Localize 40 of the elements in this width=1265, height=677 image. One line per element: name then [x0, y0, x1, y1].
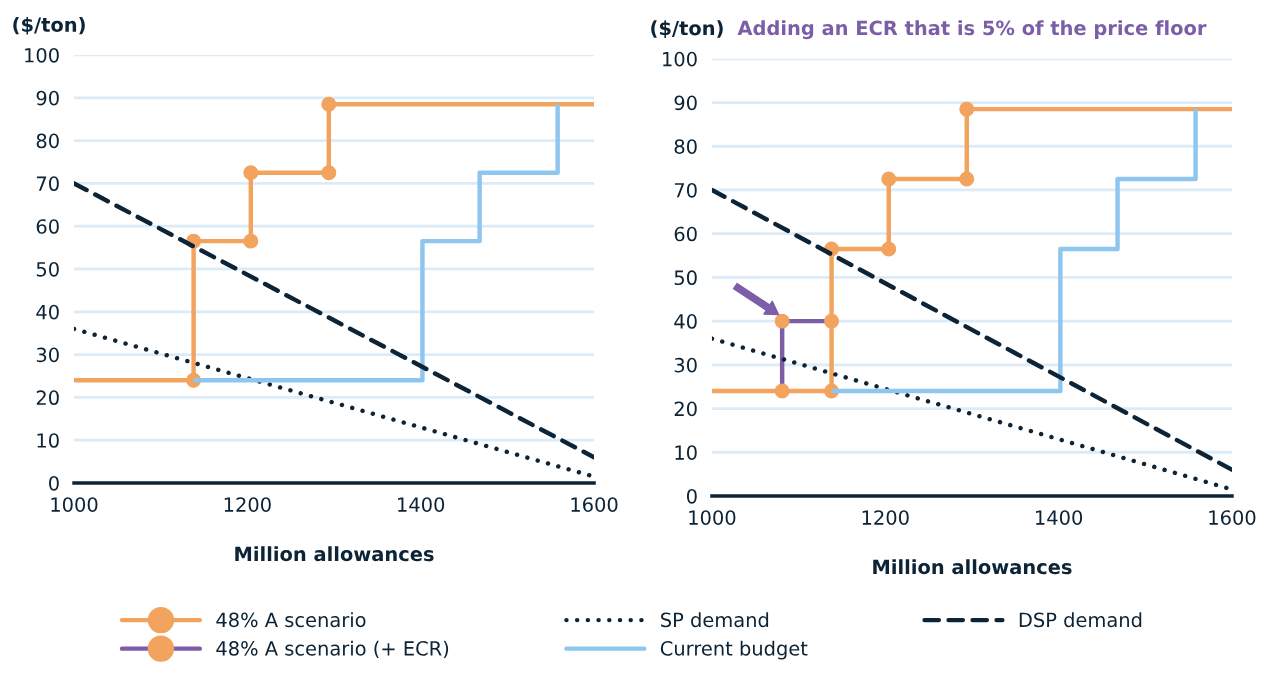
y-tick-label: 10	[675, 445, 697, 460]
y-tick-label: 80	[674, 139, 697, 154]
x-tick-label: 1600	[1209, 510, 1256, 525]
y-tick-label: 40	[674, 314, 697, 329]
y-tick-label: 70	[674, 182, 697, 198]
x-tick-label: 1000	[689, 510, 736, 525]
x-axis-title: Million allowances	[873, 559, 1072, 575]
y-axis-title: ($/ton)	[13, 16, 85, 35]
y-tick-label: 100	[25, 47, 59, 63]
y-tick-label: 40	[36, 304, 59, 320]
y-tick-label: 60	[674, 226, 697, 242]
y-tick-label: 20	[674, 401, 697, 417]
y-tick-label: 0	[49, 475, 59, 491]
x-axis-title: Million allowances	[235, 546, 434, 562]
y-tick-label: 0	[686, 488, 697, 504]
y-tick-label: 30	[674, 357, 697, 373]
x-tick-label: 1400	[398, 497, 445, 512]
y-tick-label: 10	[37, 433, 59, 448]
text: Adding an ECR that is 5% of the price floor	[737, 20, 1207, 40]
x-tick-label: 1200	[862, 510, 909, 525]
y-tick-label: 20	[36, 390, 59, 406]
x-tick-label: 1000	[51, 497, 98, 512]
x-tick-label: 1200	[224, 497, 271, 512]
y-tick-label: 50	[674, 270, 697, 286]
y-tick-label: 80	[36, 133, 59, 149]
legend-label: Current budget	[660, 640, 808, 660]
legend-label: 48% A scenario (+ ECR)	[216, 640, 449, 659]
y-tick-label: 90	[674, 95, 697, 111]
y-tick-label: 60	[36, 219, 59, 234]
y-tick-label: 100	[663, 51, 697, 67]
y-tick-label: 30	[36, 347, 59, 363]
y-tick-label: 70	[36, 176, 59, 192]
y-tick-label: 50	[36, 261, 59, 277]
legend-label: SP demand	[661, 612, 769, 628]
x-tick-label: 1400	[1036, 510, 1083, 525]
y-axis-title: ($/ton)	[651, 20, 723, 38]
x-tick-label: 1600	[571, 497, 618, 512]
legend-label: DSP demand	[1019, 612, 1142, 628]
y-tick-label: 90	[36, 90, 59, 106]
legend-label: 48% A scenario	[216, 612, 366, 628]
